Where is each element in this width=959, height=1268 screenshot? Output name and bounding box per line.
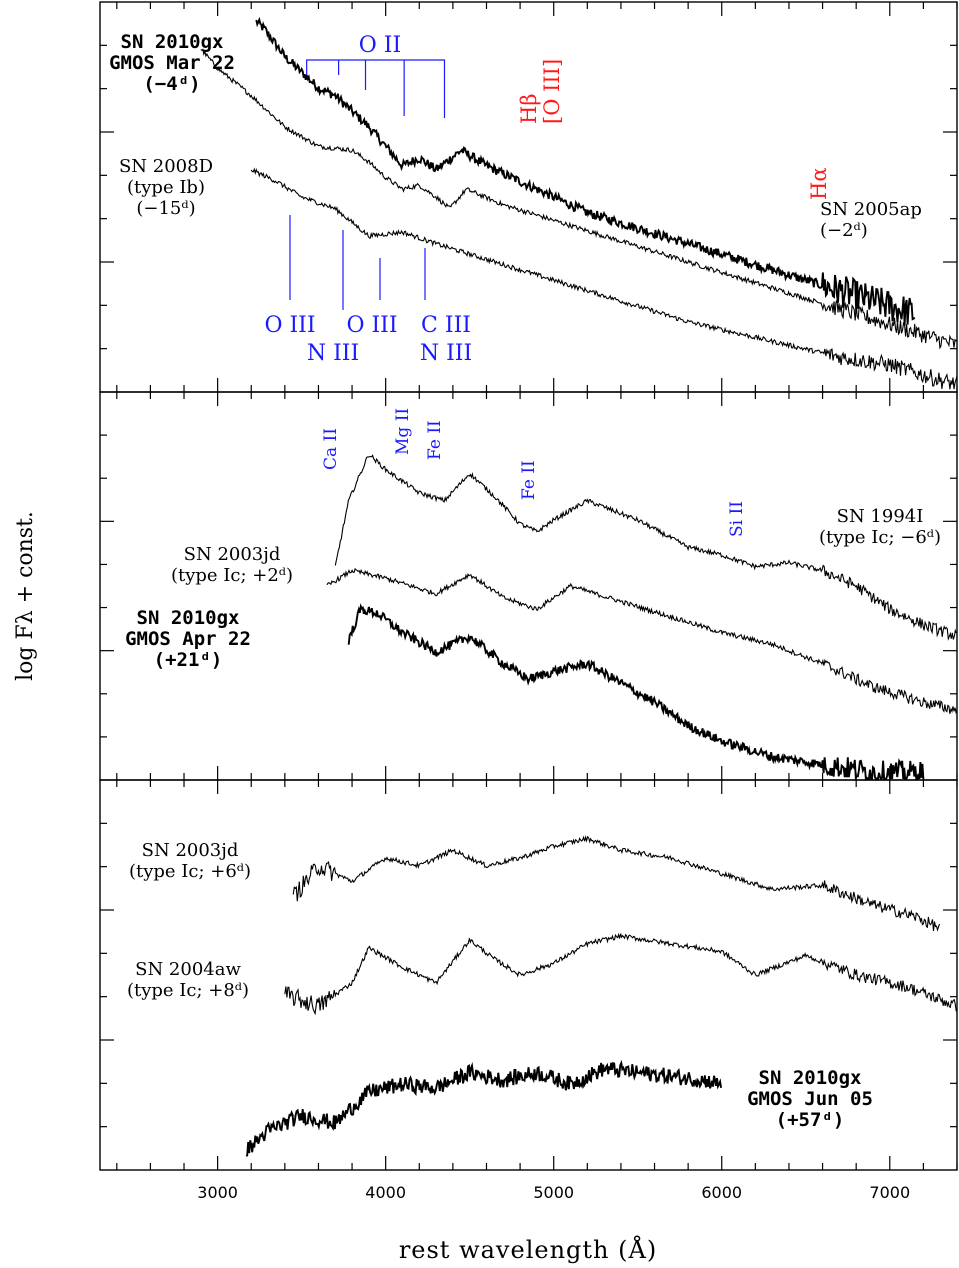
panel-frames	[99, 1, 958, 1171]
axis-ticks: 3000 4000 5000 6000 7000	[100, 2, 958, 1202]
spectrum-label: SN 2003jd (type Ic; +2ᵈ)	[171, 544, 293, 586]
ion-label: O III	[346, 313, 397, 338]
h-beta-label: Hβ	[517, 94, 541, 124]
x-tick-label: 5000	[533, 1183, 574, 1202]
spectrum-line-panel2-2	[326, 567, 958, 715]
spectrum-label: SN 2003jd (type Ic; +6ᵈ)	[129, 840, 251, 882]
ion-label: Fe II	[425, 420, 445, 460]
x-axis-label: rest wavelength (Å)	[399, 1235, 657, 1264]
spectrum-label: SN 2004aw (type Ic; +8ᵈ)	[127, 959, 249, 1001]
spectrum-label: SN 2010gx GMOS Jun 05 (+57ᵈ)	[747, 1067, 873, 1131]
h-alpha-label: Hα	[807, 168, 831, 201]
y-axis-label: log Fλ + const.	[13, 511, 38, 681]
ion-label: Ca II	[321, 428, 341, 470]
x-tick-label: 7000	[869, 1183, 910, 1202]
spectrum-label: SN 2010gx GMOS Mar 22 (−4ᵈ)	[109, 31, 235, 95]
spectrum-line-panel3-2	[284, 932, 957, 1016]
ion-label: N III	[420, 341, 472, 366]
ion-label: C III	[421, 313, 471, 338]
x-tick-label: 6000	[701, 1183, 742, 1202]
line-id-annotations: O II O III N III O III C III N III Hβ [O III] Hα…	[264, 33, 831, 537]
panel-2-frame	[99, 391, 958, 781]
ion-label: Fe II	[519, 460, 539, 500]
spectrum-line-panel1-2	[200, 48, 958, 350]
o-ii-label: O II	[359, 33, 401, 58]
spectrum-line-panel1-1	[255, 16, 916, 326]
spectrum-line-panel2-1	[334, 454, 957, 641]
spectra-lines	[200, 16, 958, 1157]
spectrum-labels: SN 2010gx GMOS Mar 22 (−4ᵈ) SN 2005ap (−2ᵈ) S…	[109, 31, 941, 1131]
spectrum-line-panel1-3	[250, 167, 958, 390]
spectrum-label: SN 2008D (type Ib) (−15ᵈ)	[119, 156, 213, 219]
spectrum-label: SN 2005ap (−2ᵈ)	[820, 199, 922, 241]
x-tick-label: 3000	[197, 1183, 238, 1202]
x-tick-label: 4000	[365, 1183, 406, 1202]
spectrum-label: SN 1994I (type Ic; −6ᵈ)	[819, 506, 941, 548]
spectrum-line-panel2-3	[347, 603, 925, 782]
spectrum-label: SN 2010gx GMOS Apr 22 (+21ᵈ)	[125, 607, 251, 671]
ion-label: O III	[264, 313, 315, 338]
panel-3-frame	[99, 779, 958, 1171]
spectrum-line-panel3-3	[245, 1059, 723, 1157]
o-iii-forbidden-label: [O III]	[540, 59, 564, 124]
ion-label: Si II	[727, 501, 747, 537]
o-ii-bracket	[306, 59, 446, 118]
spectrum-line-panel3-1	[292, 835, 941, 932]
ion-label: N III	[307, 341, 359, 366]
ion-label: Mg II	[393, 408, 413, 455]
